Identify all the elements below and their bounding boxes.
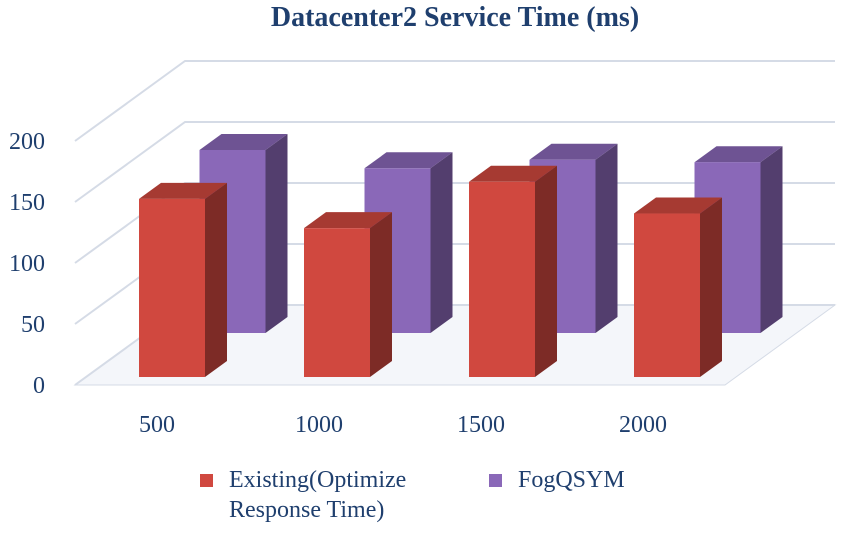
- bar-side: [370, 212, 392, 377]
- bar-top: [199, 134, 288, 150]
- bar: [634, 213, 700, 377]
- bar-top: [694, 146, 783, 163]
- x-tick-label: 2000: [619, 412, 667, 438]
- x-tick-label: 1500: [457, 412, 505, 438]
- legend-swatch: [200, 474, 213, 487]
- legend-label: FogQSYM: [518, 467, 625, 493]
- y-tick-label: 150: [9, 190, 45, 216]
- bar-top: [634, 197, 722, 214]
- bar-side: [700, 197, 722, 377]
- grid-line: [74, 121, 835, 203]
- bar-top: [139, 182, 227, 199]
- x-tick-label: 1000: [295, 412, 343, 438]
- bar: [304, 228, 370, 377]
- legend-item: FogQSYM: [489, 465, 738, 525]
- legend: Existing(Optimize Response Time) FogQSYM: [200, 465, 738, 525]
- grid-line: [74, 60, 835, 142]
- bar-side: [265, 134, 288, 333]
- bar-side: [595, 143, 618, 333]
- bar-side: [760, 146, 783, 333]
- chart-title: Datacenter2 Service Time (ms): [271, 2, 639, 33]
- bar: [469, 181, 535, 377]
- bar-side: [430, 152, 453, 333]
- legend-label: Existing(Optimize Response Time): [229, 467, 407, 523]
- bar-side: [535, 165, 557, 377]
- bar: [139, 198, 205, 377]
- legend-item: Existing(Optimize Response Time): [200, 465, 449, 525]
- bar-top: [529, 143, 618, 160]
- x-tick-label: 500: [139, 412, 175, 438]
- y-tick-label: 200: [9, 129, 45, 155]
- bar-top: [304, 212, 392, 229]
- legend-swatch: [489, 474, 502, 487]
- bar-top: [469, 165, 557, 182]
- y-tick-label: 50: [21, 312, 45, 338]
- bar-top: [364, 152, 453, 169]
- y-tick-label: 100: [9, 251, 45, 277]
- y-tick-label: 0: [33, 373, 45, 399]
- bar-side: [205, 182, 227, 377]
